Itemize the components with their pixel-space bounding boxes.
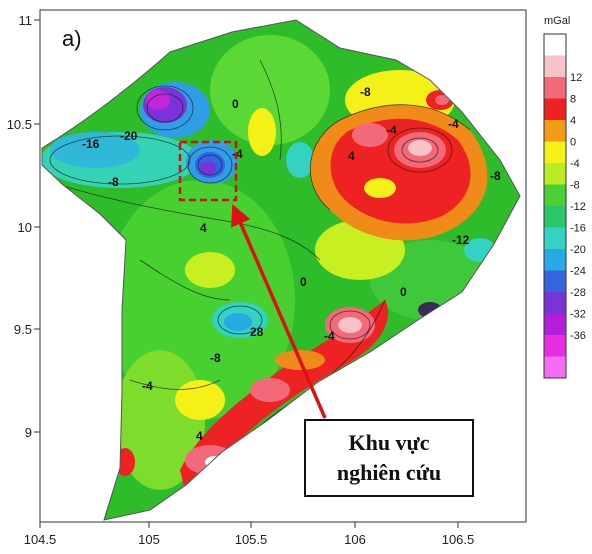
y-tick-label: 9 bbox=[25, 425, 32, 440]
contour-label: -4 bbox=[386, 123, 397, 137]
colorbar-label: -12 bbox=[570, 201, 586, 213]
colorbar-segment bbox=[544, 34, 566, 56]
colorbar-segment bbox=[544, 227, 566, 250]
contour-label: -4 bbox=[448, 117, 459, 131]
colorbar-segment bbox=[544, 141, 566, 164]
x-tick-label: 105.5 bbox=[235, 532, 268, 547]
colorbar-label: 4 bbox=[570, 115, 576, 127]
contour-label: -8 bbox=[490, 169, 501, 183]
contour-label: 0 bbox=[400, 285, 407, 299]
x-tick-label: 106 bbox=[344, 532, 366, 547]
contour-label: 4 bbox=[348, 149, 355, 163]
colorbar-label: -20 bbox=[570, 244, 586, 256]
colorbar-label: -36 bbox=[570, 330, 586, 342]
contour-label: 0 bbox=[300, 275, 307, 289]
y-tick-label: 9.5 bbox=[14, 322, 32, 337]
contour-label: -8 bbox=[210, 351, 221, 365]
colorbar-segment bbox=[544, 249, 566, 271]
y-tick-label: 10 bbox=[18, 220, 32, 235]
land-outline bbox=[41, 19, 521, 521]
colorbar-segment bbox=[544, 98, 566, 121]
contour-label: -16 bbox=[82, 137, 100, 151]
colorbar: mGal 12 8 4 0 -4 -8 -12 -16 -20 -24 -28 -32 -36 bbox=[543, 15, 586, 379]
contour-label: 4 bbox=[196, 429, 203, 443]
contour-label: -4 bbox=[324, 329, 335, 343]
contour-labels: -20 -16 -8 4 -4 0 -8 -4 4 -4 -8 -12 0 -4… bbox=[82, 85, 501, 443]
colorbar-segment bbox=[544, 356, 566, 379]
colorbar-label: -8 bbox=[570, 180, 580, 192]
callout-line-1: Khu vực bbox=[348, 430, 429, 455]
colorbar-segment bbox=[544, 163, 566, 185]
x-axis: 104.5 105 105.5 106 106.5 bbox=[24, 522, 475, 547]
colorbar-segment bbox=[544, 184, 566, 207]
colorbar-label: -24 bbox=[570, 266, 586, 278]
colorbar-segment bbox=[544, 292, 566, 314]
contour-label: -4 bbox=[142, 379, 153, 393]
colorbar-label: 12 bbox=[570, 72, 582, 84]
callout-arrow bbox=[231, 204, 327, 419]
x-tick-label: 106.5 bbox=[442, 532, 475, 547]
callout-box bbox=[304, 419, 474, 497]
colorbar-unit: mGal bbox=[544, 15, 570, 27]
contour-label: -8 bbox=[360, 85, 371, 99]
colorbar-segment bbox=[544, 270, 566, 293]
contour-label: 0 bbox=[232, 97, 239, 111]
colorbar-segment bbox=[544, 335, 566, 357]
colorbar-segment bbox=[544, 55, 566, 78]
colorbar-border bbox=[543, 33, 567, 379]
contour-label: -8 bbox=[108, 175, 119, 189]
y-tick-label: 11 bbox=[19, 13, 33, 28]
colorbar-label: -32 bbox=[570, 309, 586, 321]
colorbar-label: -28 bbox=[570, 287, 586, 299]
contour-label: 28 bbox=[250, 325, 264, 339]
y-tick-label: 10.5 bbox=[7, 117, 32, 132]
colorbar-segment bbox=[544, 206, 566, 228]
colorbar-label: 8 bbox=[570, 94, 576, 106]
callout-line-2: nghiên cứu bbox=[337, 460, 441, 485]
x-tick-label: 105 bbox=[138, 532, 160, 547]
colorbar-segment bbox=[544, 77, 566, 99]
contour-label: -12 bbox=[452, 233, 470, 247]
study-area-box bbox=[178, 140, 238, 202]
colorbar-segment bbox=[544, 313, 566, 336]
contour-label: -20 bbox=[120, 129, 138, 143]
colorbar-segment bbox=[544, 120, 566, 142]
panel-label: a) bbox=[62, 26, 82, 51]
contour-label: 4 bbox=[200, 221, 207, 235]
colorbar-label: -16 bbox=[570, 223, 586, 235]
x-tick-label: 104.5 bbox=[24, 532, 57, 547]
y-axis: 11 10.5 10 9.5 9 bbox=[7, 13, 40, 440]
colorbar-label: 0 bbox=[570, 137, 576, 149]
contour-label: -4 bbox=[232, 147, 243, 161]
colorbar-label: -4 bbox=[570, 158, 580, 170]
